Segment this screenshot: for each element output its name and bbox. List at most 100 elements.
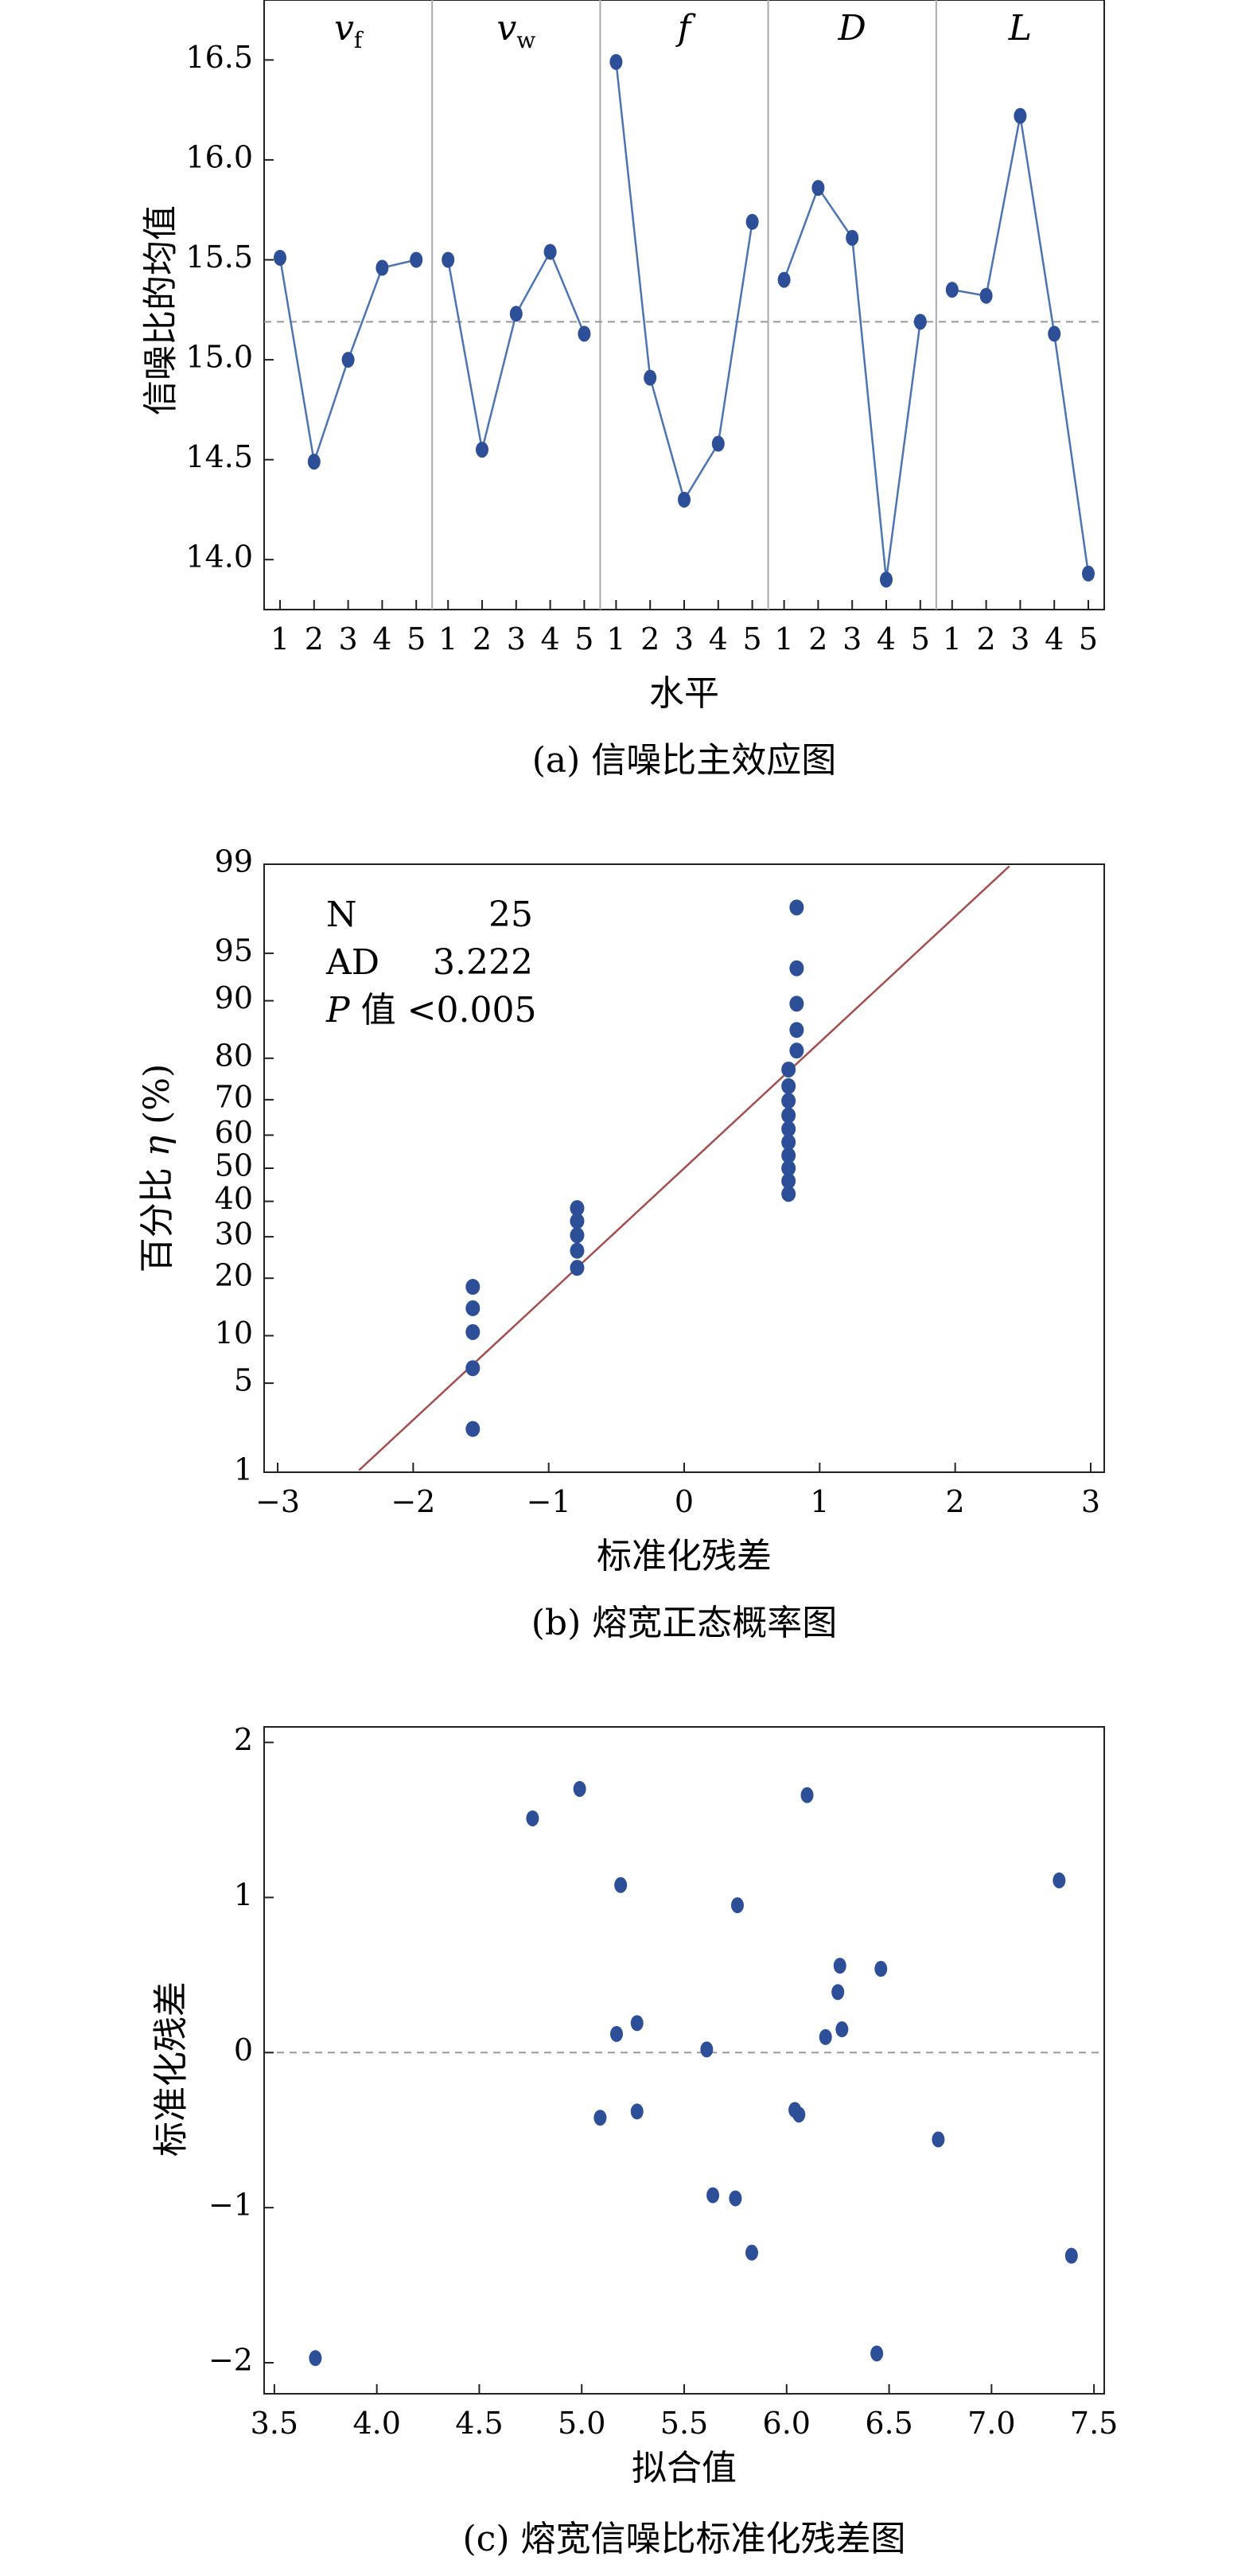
data-point — [781, 1107, 796, 1124]
y-tick-label: 95 — [215, 933, 253, 968]
data-point — [476, 442, 488, 458]
data-point — [1064, 2247, 1078, 2264]
x-tick-label: 5 — [1079, 622, 1098, 657]
data-point — [593, 2110, 607, 2126]
data-point — [610, 2025, 624, 2042]
data-point — [777, 271, 791, 288]
factor-label-name: v — [496, 8, 516, 49]
data-point — [570, 1213, 585, 1230]
factor-labels: vf vw f D L — [334, 8, 1032, 53]
data-point — [630, 2015, 644, 2032]
y-tick-label: 30 — [215, 1217, 253, 1252]
x-tick-label: 7.0 — [967, 2406, 1015, 2441]
x-tick-label: 5.5 — [660, 2406, 708, 2441]
plot-frame-c — [263, 1726, 1105, 2395]
data-point — [789, 1042, 804, 1059]
stats-box: N 25 AD 3.222 P 值 <0.005 — [325, 894, 536, 1031]
y-axis-title-b-text: 百分比 — [137, 1167, 177, 1272]
data-point — [465, 1279, 481, 1296]
factor-series-line — [615, 61, 753, 502]
data-point — [570, 1242, 585, 1259]
x-tick-label: 3 — [339, 622, 358, 657]
factor-label: D — [838, 8, 866, 49]
data-point — [745, 2244, 758, 2261]
x-tick-label: 3 — [675, 622, 694, 657]
data-point — [781, 1186, 796, 1202]
y-tick-label: 1 — [234, 1877, 253, 1912]
data-point — [913, 314, 927, 330]
data-point — [341, 352, 355, 368]
data-point — [465, 1323, 481, 1340]
y-axis-title-b: 百分比 η (%) — [137, 1064, 177, 1273]
data-point — [932, 2131, 945, 2148]
y-tick-label: 0 — [234, 2032, 253, 2067]
data-point — [711, 435, 725, 452]
x-tick-label: −3 — [255, 1484, 300, 1519]
stat-label: N — [326, 894, 357, 935]
data-point — [979, 287, 993, 304]
data-point — [745, 213, 759, 230]
data-point — [831, 1984, 845, 2001]
data-point — [376, 259, 389, 276]
data-point — [1014, 107, 1027, 124]
data-point — [700, 2041, 714, 2058]
data-point — [781, 1160, 796, 1176]
x-tick-label: 4.0 — [352, 2406, 400, 2441]
x-tick-label: 1 — [606, 622, 625, 657]
x-tick-label: 3 — [1010, 622, 1029, 657]
factor-series-line — [783, 185, 922, 580]
data-point — [309, 2350, 322, 2367]
factor-label-name: v — [334, 8, 354, 49]
data-point — [1048, 325, 1061, 342]
factor-label-sub: f — [354, 27, 364, 53]
y-tick-label: −1 — [208, 2188, 253, 2223]
x-tick-label: 1 — [270, 622, 290, 657]
data-point — [465, 1300, 481, 1316]
caption-b: (b) 熔宽正态概率图 — [531, 1603, 837, 1643]
data-point — [781, 1078, 796, 1094]
x-tick-label: 2 — [977, 622, 996, 657]
data-point — [578, 325, 591, 342]
data-point — [614, 1876, 628, 1893]
y-axis-title-b-symbol: η — [137, 1136, 177, 1156]
data-point — [570, 1260, 585, 1276]
factor-label-sub: w — [516, 27, 535, 53]
data-point — [870, 2345, 884, 2362]
x-tick-label: 2 — [473, 622, 492, 657]
data-point — [874, 1961, 888, 1978]
y-tick-label: 80 — [215, 1038, 253, 1073]
stat-label: AD — [325, 942, 379, 983]
factor-label-name: f — [675, 8, 696, 49]
x-tick-label: 1 — [943, 622, 962, 657]
y-tick-label: 14.5 — [185, 439, 253, 474]
data-point — [609, 53, 623, 70]
x-tick-label: 2 — [808, 622, 827, 657]
factor-label: L — [1008, 8, 1032, 49]
data-point — [509, 306, 523, 322]
data-point — [706, 2187, 720, 2204]
factor-label-name: L — [1008, 8, 1032, 49]
x-tick-label: 1 — [775, 622, 794, 657]
y-tick-label: 90 — [215, 980, 253, 1015]
data-point — [781, 1061, 796, 1078]
x-tick-label: 1 — [810, 1484, 829, 1519]
y-tick-label: 1 — [234, 1452, 253, 1487]
y-ticks-a: 14.0 14.5 15.0 15.5 16.0 16.5 — [185, 40, 274, 575]
caption-c: (c) 熔宽信噪比标准化残差图 — [463, 2519, 906, 2559]
y-tick-label: 15.0 — [185, 340, 253, 375]
x-tick-label: 5 — [407, 622, 426, 657]
stat-value: 3.222 — [433, 942, 533, 983]
data-point — [465, 1421, 481, 1437]
y-tick-label: 50 — [215, 1148, 253, 1183]
data-point — [789, 899, 804, 916]
x-tick-label: 2 — [640, 622, 660, 657]
stat-label-symbol: P — [325, 990, 351, 1031]
data-points-b — [465, 899, 804, 1437]
y-tick-label: 15.5 — [185, 240, 253, 275]
data-point — [307, 454, 321, 470]
data-point — [835, 2021, 849, 2038]
y-ticks-c: −2 −1 0 1 2 — [208, 1722, 274, 2378]
x-tick-label: 3 — [1081, 1484, 1100, 1519]
